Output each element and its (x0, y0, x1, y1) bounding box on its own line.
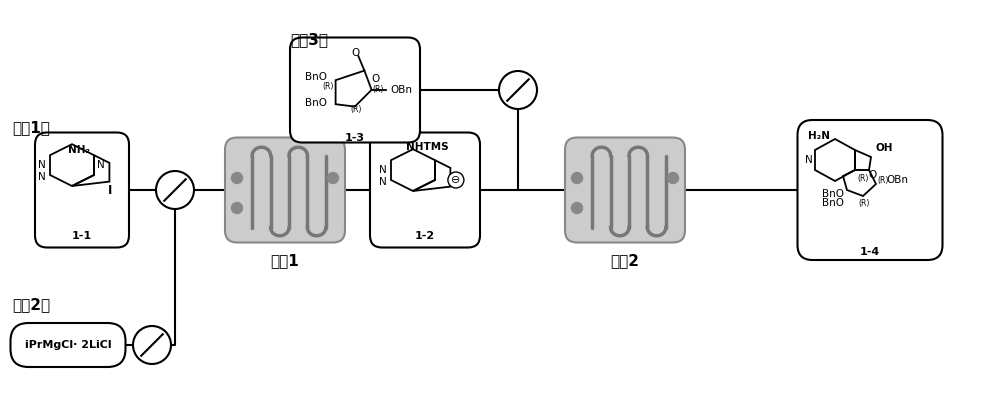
Circle shape (156, 171, 194, 209)
Text: O: O (371, 74, 379, 84)
FancyBboxPatch shape (10, 323, 126, 367)
Text: ⊖: ⊖ (451, 175, 461, 185)
Circle shape (448, 172, 464, 188)
Text: OBn: OBn (391, 85, 413, 95)
Text: 1-4: 1-4 (860, 247, 880, 257)
Text: BnO: BnO (822, 198, 844, 208)
Text: OH: OH (875, 143, 893, 153)
Text: (R): (R) (322, 82, 334, 91)
Text: (R): (R) (373, 85, 384, 94)
FancyBboxPatch shape (565, 137, 685, 242)
Text: 1-2: 1-2 (415, 231, 435, 241)
Text: N: N (38, 160, 46, 170)
Text: BnO: BnO (822, 189, 844, 199)
Circle shape (499, 71, 537, 109)
FancyBboxPatch shape (370, 132, 480, 247)
Text: N: N (38, 172, 46, 182)
Text: 流路1：: 流路1： (12, 121, 50, 136)
Text: (R): (R) (877, 176, 888, 186)
Text: (R): (R) (350, 105, 362, 114)
Text: N: N (805, 155, 813, 165)
Text: (R): (R) (857, 173, 868, 183)
Circle shape (133, 326, 171, 364)
Text: N: N (97, 160, 105, 170)
Text: 温区2: 温区2 (610, 253, 640, 268)
Text: O: O (868, 170, 877, 180)
Text: (R): (R) (858, 199, 870, 208)
FancyBboxPatch shape (798, 120, 942, 260)
Text: 1-3: 1-3 (345, 133, 365, 143)
FancyBboxPatch shape (35, 132, 129, 247)
Text: 流路2：: 流路2： (12, 297, 50, 312)
Text: N: N (379, 177, 387, 187)
Circle shape (328, 173, 338, 184)
Circle shape (668, 173, 678, 184)
Circle shape (572, 202, 582, 213)
Text: iPrMgCl· 2LiCl: iPrMgCl· 2LiCl (25, 340, 111, 350)
Circle shape (232, 173, 242, 184)
Text: NH₂: NH₂ (68, 145, 90, 155)
Text: BnO: BnO (305, 98, 327, 108)
Text: N: N (379, 165, 387, 175)
Text: 流路3：: 流路3： (290, 32, 328, 47)
Text: BnO: BnO (305, 71, 327, 81)
FancyBboxPatch shape (290, 37, 420, 142)
Text: 温区1: 温区1 (271, 253, 299, 268)
Text: O: O (351, 48, 359, 58)
Text: 1-1: 1-1 (72, 231, 92, 241)
Circle shape (572, 173, 582, 184)
Circle shape (232, 202, 242, 213)
FancyBboxPatch shape (225, 137, 345, 242)
Text: H₂N: H₂N (808, 131, 830, 141)
Text: OBn: OBn (886, 175, 908, 185)
Text: I: I (108, 184, 113, 197)
Text: NHTMS: NHTMS (406, 142, 448, 152)
